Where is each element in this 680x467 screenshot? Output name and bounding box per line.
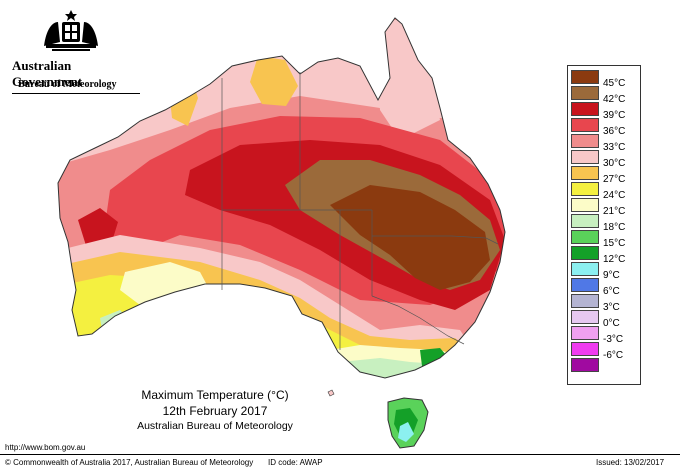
legend-swatch <box>571 214 599 228</box>
legend-swatch <box>571 278 599 292</box>
legend-swatch <box>571 230 599 244</box>
legend-swatch <box>571 246 599 260</box>
legend-label: 30°C <box>603 158 626 169</box>
legend-swatch <box>571 70 599 84</box>
legend-row: 15°C <box>571 230 637 249</box>
legend-label: 18°C <box>603 222 626 233</box>
caption-title: Maximum Temperature (°C) <box>141 388 289 402</box>
legend-label: 0°C <box>603 318 620 329</box>
legend-row: 6°C <box>571 278 637 297</box>
legend-row: 0°C <box>571 310 637 329</box>
legend-label: 12°C <box>603 254 626 265</box>
legend-swatch <box>571 118 599 132</box>
legend-swatch <box>571 326 599 340</box>
copyright-text: © Commonwealth of Australia 2017, Austra… <box>5 458 254 467</box>
legend-swatch <box>571 102 599 116</box>
caption-date: 12th February 2017 <box>162 404 268 418</box>
legend-row: 30°C <box>571 150 637 169</box>
legend-swatch <box>571 150 599 164</box>
id-code: ID code: AWAP <box>268 458 323 467</box>
legend-label: 42°C <box>603 94 626 105</box>
map-caption: Maximum Temperature (°C) 12th February 2… <box>130 388 300 432</box>
legend-row: 27°C <box>571 166 637 185</box>
legend-row: 18°C <box>571 214 637 233</box>
legend-swatch <box>571 134 599 148</box>
legend-label: 36°C <box>603 126 626 137</box>
legend-swatch <box>571 198 599 212</box>
legend-row: 36°C <box>571 118 637 137</box>
legend-row: 24°C <box>571 182 637 201</box>
legend-label: 9°C <box>603 270 620 281</box>
legend-row <box>571 358 637 372</box>
legend-label: 45°C <box>603 78 626 89</box>
legend-label: 39°C <box>603 110 626 121</box>
legend-label: 6°C <box>603 286 620 297</box>
legend-row: 33°C <box>571 134 637 153</box>
legend-swatch <box>571 86 599 100</box>
footer-divider <box>0 454 680 455</box>
coat-of-arms-icon <box>44 10 98 51</box>
legend-label: 33°C <box>603 142 626 153</box>
legend-swatch <box>571 262 599 276</box>
legend-swatch <box>571 294 599 308</box>
bureau-name: Bureau of Meteorology <box>18 79 117 90</box>
legend-swatch <box>571 342 599 356</box>
legend-row: 42°C <box>571 86 637 105</box>
legend-row: -6°C <box>571 342 637 361</box>
government-title: Australian Government <box>12 58 140 94</box>
legend-swatch <box>571 310 599 324</box>
legend-label: -6°C <box>603 350 624 361</box>
legend-row: 21°C <box>571 198 637 217</box>
legend-row: -3°C <box>571 326 637 345</box>
legend-row: 12°C <box>571 246 637 265</box>
temperature-legend: 45°C 42°C 39°C 36°C 33°C 30°C 27°C 24°C 21°C 18°C… <box>567 65 641 385</box>
legend-label: 27°C <box>603 174 626 185</box>
caption-source: Australian Bureau of Meteorology <box>137 420 293 432</box>
legend-label: 24°C <box>603 190 626 201</box>
legend-label: -3°C <box>603 334 624 345</box>
legend-swatch <box>571 166 599 180</box>
legend-row: 9°C <box>571 262 637 281</box>
issued-date: Issued: 13/02/2017 <box>596 458 665 467</box>
legend-swatch <box>571 358 599 372</box>
legend-row: 3°C <box>571 294 637 313</box>
legend-label: 15°C <box>603 238 626 249</box>
website-link[interactable]: http://www.bom.gov.au <box>5 443 86 452</box>
legend-row: 39°C <box>571 102 637 121</box>
legend-swatch <box>571 182 599 196</box>
legend-label: 21°C <box>603 206 626 217</box>
legend-row: 45°C <box>571 70 637 89</box>
legend-label: 3°C <box>603 302 620 313</box>
